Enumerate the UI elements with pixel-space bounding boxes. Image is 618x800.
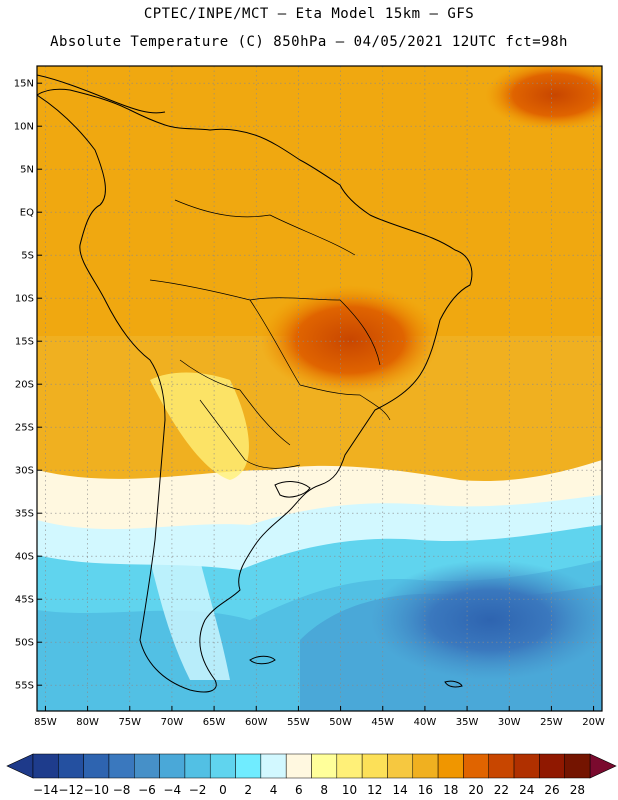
colorbar-label: −12 <box>58 783 83 797</box>
colorbar-swatch <box>209 753 236 779</box>
colorbar-label: 28 <box>570 783 585 797</box>
lon-tick-label: 65W <box>203 717 226 728</box>
colorbar-swatch <box>539 753 565 779</box>
lat-tick-label: EQ <box>20 208 34 219</box>
colorbar-label: 8 <box>320 783 328 797</box>
temperature-field <box>37 66 602 711</box>
lat-tick-label: 5S <box>21 251 34 262</box>
lat-tick-label: 15N <box>14 79 34 90</box>
colorbar-label: 18 <box>443 783 458 797</box>
colorbar-swatch <box>285 753 312 779</box>
colorbar-label: 0 <box>219 783 227 797</box>
colorbar-swatch <box>412 753 439 779</box>
lat-tick-label: 10N <box>14 122 34 133</box>
colorbar-swatch <box>108 753 135 779</box>
colorbar-swatch <box>235 753 262 779</box>
colorbar-swatch <box>361 753 388 779</box>
colorbar-swatch <box>159 753 186 779</box>
colorbar-label: 14 <box>392 783 407 797</box>
colorbar-swatch <box>437 753 464 779</box>
lon-tick-label: 70W <box>161 717 184 728</box>
lon-tick-label: 45W <box>371 717 394 728</box>
colorbar-swatch <box>387 753 414 779</box>
colorbar-swatch <box>32 753 59 779</box>
colorbar-label: 16 <box>418 783 433 797</box>
lat-tick-label: 50S <box>15 638 34 649</box>
colorbar-swatch <box>463 753 489 779</box>
lat-tick-label: 20S <box>15 380 34 391</box>
colorbar-label: 22 <box>494 783 509 797</box>
colorbar-swatch <box>260 753 287 779</box>
colorbar-label: 10 <box>342 783 357 797</box>
colorbar-label: 26 <box>544 783 559 797</box>
lon-tick-label: 50W <box>329 717 352 728</box>
lat-tick-label: 15S <box>15 337 34 348</box>
lat-tick-label: 45S <box>15 595 34 606</box>
colorbar-swatch <box>184 753 211 779</box>
colorbar-swatch <box>134 753 160 779</box>
colorbar-label: 4 <box>270 783 278 797</box>
colorbar-label: −6 <box>138 783 156 797</box>
lat-tick-label: 35S <box>15 509 34 520</box>
colorbar-label: 24 <box>519 783 534 797</box>
colorbar-label: −10 <box>84 783 109 797</box>
lon-tick-label: 25W <box>540 717 563 728</box>
colorbar-swatch <box>336 753 363 779</box>
lon-tick-label: 75W <box>118 717 141 728</box>
colorbar-swatch <box>564 753 591 779</box>
colorbar-label: −8 <box>113 783 131 797</box>
lon-tick-label: 60W <box>245 717 268 728</box>
colorbar-label: 2 <box>244 783 252 797</box>
latitude-axis: 15N 10N 5N EQ 5S 10S 15S 20S 25S 30S 35S 40S 45S 50S 5… <box>14 79 42 692</box>
colorbar-swatch <box>311 753 338 779</box>
colorbar-label: −14 <box>33 783 58 797</box>
colorbar-max-arrow <box>589 753 617 779</box>
country-borders <box>149 199 391 469</box>
colorbar-label: −2 <box>189 783 207 797</box>
colorbar-min-arrow <box>6 753 34 779</box>
chart-title-line1: CPTEC/INPE/MCT – Eta Model 15km – GFS <box>143 6 475 22</box>
lat-tick-label: 10S <box>15 294 34 305</box>
colorbar-swatch <box>58 753 84 779</box>
color-legend: −14 −12 −10 −8 −6 −4 −2 0 2 4 6 8 10 12 14 16 18 20 22 24 26… <box>6 753 617 797</box>
lon-tick-label: 85W <box>34 717 57 728</box>
lat-tick-label: 55S <box>15 681 34 692</box>
colorbar-swatch <box>83 753 110 779</box>
lon-tick-label: 40W <box>414 717 437 728</box>
map-frame <box>36 65 603 712</box>
lon-tick-label: 35W <box>456 717 479 728</box>
colorbar-label: 6 <box>295 783 303 797</box>
colorbar-label: 20 <box>468 783 483 797</box>
lat-tick-label: 40S <box>15 552 34 563</box>
lon-tick-label: 55W <box>287 717 310 728</box>
longitude-axis: 85W 80W 75W 70W 65W 60W 55W 50W 45W 40W 35W 30W 25W 2… <box>34 706 605 728</box>
lon-tick-label: 80W <box>76 717 99 728</box>
lat-tick-label: 30S <box>15 466 34 477</box>
chart-title-line2: Absolute Temperature (C) 850hPa – 04/05/… <box>50 34 568 50</box>
colorbar-swatch <box>513 753 540 779</box>
lat-tick-label: 5N <box>20 165 34 176</box>
colorbar-label: 12 <box>367 783 382 797</box>
colorbar-swatch <box>488 753 515 779</box>
lon-tick-label: 20W <box>582 717 605 728</box>
colorbar-label: −4 <box>163 783 181 797</box>
coastline <box>37 74 473 693</box>
lat-tick-label: 25S <box>15 423 34 434</box>
lon-tick-label: 30W <box>498 717 521 728</box>
